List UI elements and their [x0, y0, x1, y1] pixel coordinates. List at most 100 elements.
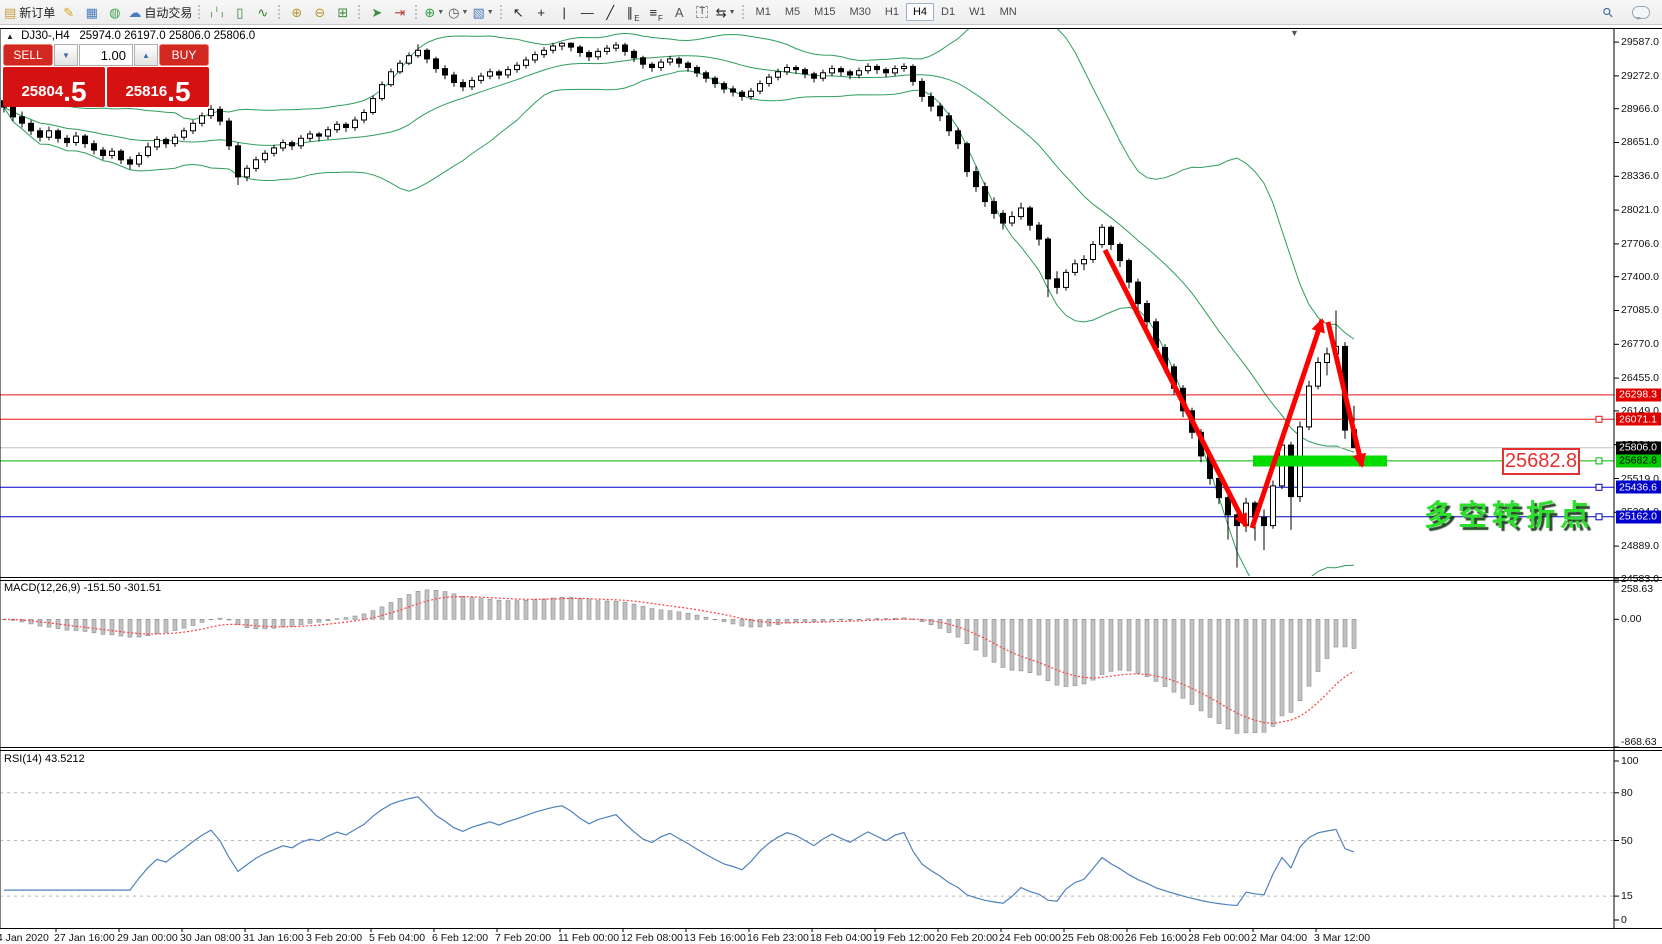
highlighter-button[interactable]: ✎ — [57, 2, 80, 23]
autotrade-button[interactable]: ☁ 自动交易 — [126, 2, 194, 23]
auto-scroll-button[interactable]: ➤ — [365, 2, 388, 23]
sell-price-button[interactable]: 25804 .5 — [3, 67, 105, 107]
support-zone-bar[interactable] — [1253, 455, 1387, 467]
chart-shift-icon: ⇥ — [394, 4, 406, 20]
cursor-button[interactable]: ↖ — [507, 2, 530, 23]
horizontal-line-button[interactable]: — — [576, 2, 599, 23]
trendline-button[interactable]: ╱ — [599, 2, 622, 23]
turning-point-note[interactable]: 多空转折点 — [1424, 500, 1595, 532]
arrows-tool-button[interactable]: ⇆ ▼ — [714, 2, 738, 23]
autotrade-label: 自动交易 — [144, 5, 193, 20]
highlighter-icon: ✎ — [63, 4, 75, 20]
trendline-icon: ╱ — [606, 4, 615, 20]
timeframe-h1-button[interactable]: H1 — [884, 6, 899, 18]
trend-arrows[interactable] — [1102, 248, 1367, 529]
chart-title-ohlc: 25974.0 26197.0 25806.0 25806.0 — [79, 30, 256, 42]
buy-button[interactable]: BUY — [159, 44, 209, 66]
toolbar-right-group: ⚲ — [1596, 2, 1652, 23]
market-signal-icon: ◍ — [109, 4, 121, 20]
candles-layer — [1, 42, 1357, 568]
periods-icon: ◷ — [448, 4, 460, 20]
sell-price-frac: .5 — [63, 75, 87, 107]
indicators-icon: ⊕ — [424, 4, 436, 20]
arrows-tool-icon: ⇆ — [715, 4, 727, 20]
pane-borders — [0, 28, 1662, 929]
label-tool-icon: T — [696, 6, 709, 18]
timeframe-m1-button[interactable]: M1 — [755, 6, 771, 18]
vertical-line-button[interactable]: | — [553, 2, 576, 23]
timeframe-m15-button[interactable]: M15 — [814, 6, 836, 18]
indicators-button[interactable]: ⊕ ▼ — [422, 2, 446, 23]
search-button[interactable]: ⚲ — [1596, 2, 1619, 23]
cursor-icon: ↖ — [512, 4, 524, 20]
templates-button[interactable]: ▧ ▼ — [470, 2, 495, 23]
bar-chart-button[interactable]: ╷╵╷ — [205, 2, 228, 23]
chart-title-symbol: DJ30-,H4 — [21, 30, 70, 42]
price-callout-label[interactable]: 25682.8 — [1502, 448, 1580, 475]
crosshair-icon: + — [537, 4, 545, 20]
periods-button[interactable]: ◷ ▼ — [446, 2, 470, 23]
candle-chart-icon: ▯ — [236, 4, 244, 20]
toolbar-separator — [197, 4, 203, 20]
symbol-marker-icon: ▲ — [6, 32, 14, 41]
periods-dropdown-icon[interactable]: ▼ — [461, 8, 469, 16]
timeframe-mn-button[interactable]: MN — [999, 6, 1017, 18]
chart-title: ▲ DJ30-,H4 25974.0 26197.0 25806.0 25806… — [6, 30, 255, 42]
economic-calendar-button[interactable]: ▦ — [80, 2, 103, 23]
toolbar-separator — [357, 4, 363, 20]
chart-shift-button[interactable]: ⇥ — [388, 2, 411, 23]
text-tool-icon: A — [674, 4, 684, 20]
buy-price-frac: .5 — [167, 75, 191, 107]
volume-increase-button[interactable]: ▲ — [134, 44, 158, 66]
tile-windows-icon: ⊞ — [337, 4, 349, 20]
rsi-layer — [1, 792, 1613, 907]
new-order-button[interactable]: ▤ 新订单 — [2, 2, 57, 23]
volume-input[interactable]: 1.00 — [79, 44, 133, 66]
tile-windows-button[interactable]: ⊞ — [331, 2, 354, 23]
macd-layer — [1, 589, 1357, 734]
text-tool-button[interactable]: A — [668, 2, 691, 23]
main-toolbar: ▤ 新订单 ✎ ▦ ◍ ☁ 自动交易 ╷╵╷ ▯ ∿ ⊕ ⊖ ⊞ ➤ ⇥ ⊕ ▼ ◷ ▼ ▧ ▼ ↖ + | — ╱ ∥ E ≡ F A T ⇆… — [0, 0, 1662, 25]
crosshair-button[interactable]: + — [530, 2, 553, 23]
label-tool-button[interactable]: T — [691, 2, 714, 23]
horizontal-line-icon: — — [580, 4, 594, 20]
zoom-in-button[interactable]: ⊕ — [285, 2, 308, 23]
sell-button[interactable]: SELL — [3, 44, 53, 66]
toolbar-separator — [740, 4, 746, 20]
new-order-icon: ▤ — [4, 4, 17, 20]
line-chart-button[interactable]: ∿ — [251, 2, 274, 23]
timeframe-m30-button[interactable]: M30 — [849, 6, 871, 18]
candle-chart-button[interactable]: ▯ — [228, 2, 251, 23]
timeframe-m5-button[interactable]: M5 — [784, 6, 801, 18]
chat-button[interactable] — [1629, 2, 1652, 23]
toolbar-separator — [414, 4, 420, 20]
timeframe-w1-button[interactable]: W1 — [969, 6, 986, 18]
line-chart-icon: ∿ — [257, 4, 269, 20]
fibonacci-button[interactable]: ≡ F — [645, 2, 668, 23]
autotrade-icon: ☁ — [128, 4, 142, 20]
toolbar-separator — [498, 4, 504, 20]
chat-icon — [1631, 5, 1650, 20]
zoom-out-button[interactable]: ⊖ — [308, 2, 331, 23]
arrows-tool-dropdown-icon[interactable]: ▼ — [728, 8, 736, 16]
vertical-line-icon: | — [562, 4, 566, 20]
chart-dropdown-icon[interactable]: ▼ — [1290, 28, 1299, 38]
channel-button[interactable]: ∥ E — [622, 2, 645, 23]
indicators-dropdown-icon[interactable]: ▼ — [437, 8, 445, 16]
one-click-trading-panel: SELL ▼ 1.00 ▲ BUY 25804 .5 25816 .5 — [3, 44, 209, 107]
sell-price-main: 25804 — [21, 83, 64, 100]
channel-icon: ∥ — [626, 4, 634, 20]
search-icon: ⚲ — [1598, 3, 1617, 21]
timeframe-h4-button[interactable]: H4 — [905, 3, 935, 21]
timeframe-d1-button[interactable]: D1 — [941, 6, 956, 18]
templates-dropdown-icon[interactable]: ▼ — [486, 8, 494, 16]
bar-chart-icon: ╷╵╷ — [208, 6, 225, 17]
volume-decrease-button[interactable]: ▼ — [54, 44, 78, 66]
fibonacci-icon: ≡ — [649, 4, 658, 20]
axis-ticks — [55, 41, 1619, 932]
toolbar-separator — [277, 4, 283, 20]
buy-price-button[interactable]: 25816 .5 — [107, 67, 209, 107]
market-signal-button[interactable]: ◍ — [103, 2, 126, 23]
